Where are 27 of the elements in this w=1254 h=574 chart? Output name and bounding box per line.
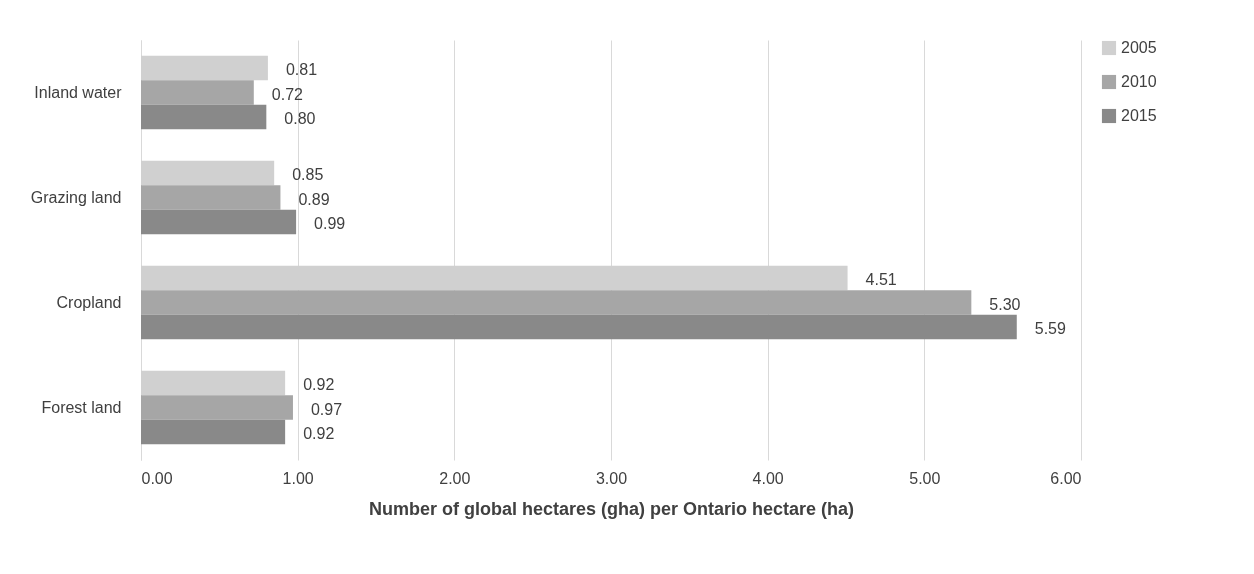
data-label: 0.99 xyxy=(314,215,346,232)
x-axis-title: Number of global hectares (gha) per Ontario hectare (ha) xyxy=(368,498,855,519)
legend-label: 2010 xyxy=(1121,73,1157,90)
data-label: 0.97 xyxy=(310,400,343,418)
x-tick-label: 4.00 xyxy=(752,469,784,487)
x-tick-label: 6.00 xyxy=(1050,469,1082,487)
data-label: 0.72 xyxy=(271,85,304,103)
data-label: 0.81 xyxy=(285,61,318,78)
legend-label: 2005 xyxy=(1121,39,1157,56)
y-tick-label: Forest land xyxy=(41,398,122,416)
x-tick-label: 1.00 xyxy=(282,469,314,487)
data-label: 0.92 xyxy=(303,425,335,442)
x-tick-label: 3.00 xyxy=(595,469,628,487)
x-tick-label: 0.00 xyxy=(141,469,173,487)
y-tick-label: Inland water xyxy=(34,83,123,101)
legend-label: 2015 xyxy=(1121,107,1157,124)
data-label: 0.89 xyxy=(298,190,330,208)
y-tick-label: Grazing land xyxy=(30,188,122,206)
data-label: 0.80 xyxy=(284,110,316,127)
data-label: 0.85 xyxy=(292,166,324,183)
y-tick-label: Cropland xyxy=(56,293,122,311)
x-tick-label: 2.00 xyxy=(439,469,471,487)
data-label: 5.30 xyxy=(989,295,1021,313)
data-label: 0.92 xyxy=(303,376,335,393)
data-label: 5.59 xyxy=(1034,320,1067,337)
data-label: 4.51 xyxy=(865,271,897,288)
x-tick-label: 5.00 xyxy=(909,469,941,487)
